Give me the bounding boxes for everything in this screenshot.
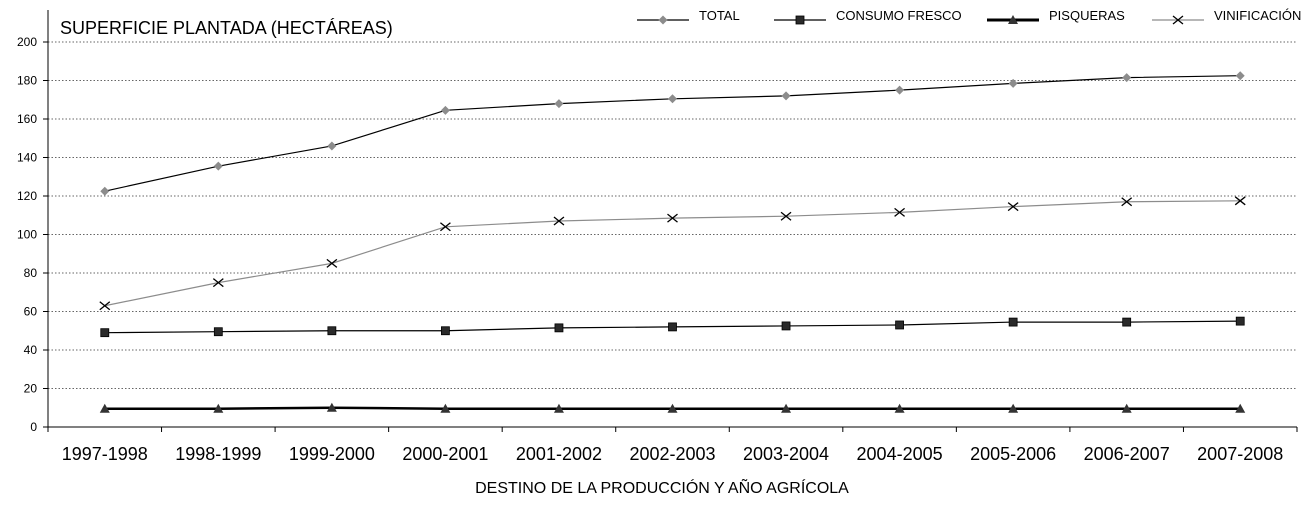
- data-point-vinificacion: [894, 207, 905, 217]
- x-tick-label: 2002-2003: [629, 444, 715, 464]
- series-group: [99, 71, 1246, 413]
- x-tick-label: 2004-2005: [857, 444, 943, 464]
- data-point-consumo-fresco: [1122, 317, 1132, 327]
- y-tick-label: 100: [17, 228, 37, 242]
- data-point-pisqueras: [1008, 403, 1019, 413]
- data-point-pisqueras: [1121, 403, 1132, 413]
- y-tick-label: 200: [17, 35, 37, 49]
- y-tick-label: 60: [24, 305, 38, 319]
- data-point-vinificacion: [1234, 196, 1246, 206]
- x-tick-label: 1998-1999: [175, 444, 261, 464]
- data-point-total: [100, 186, 110, 196]
- data-point-vinificacion: [1007, 202, 1019, 212]
- data-point-vinificacion: [1121, 197, 1133, 207]
- axes: [47, 10, 1297, 428]
- legend-item-consumo-fresco: CONSUMO FRESCO: [774, 8, 962, 25]
- data-point-total: [781, 91, 791, 101]
- data-point-vinificacion: [440, 222, 451, 232]
- series-line-vinificacion: [104, 200, 1241, 307]
- x-tick-label: 2003-2004: [743, 444, 829, 464]
- data-point-total: [1122, 73, 1132, 83]
- y-tick-label: 120: [17, 189, 37, 203]
- data-point-pisqueras: [781, 403, 792, 413]
- data-point-vinificacion: [553, 216, 565, 226]
- data-point-vinificacion: [780, 211, 792, 221]
- data-point-total: [440, 105, 450, 115]
- x-tick-label: 2000-2001: [402, 444, 488, 464]
- y-axis-ticks: 0 20 40 60 80 100 120 140 160 180 200: [17, 35, 48, 434]
- x-axis-ticks: 1997-1998 1998-1999 1999-2000 2000-2001 2001…: [47, 427, 1298, 464]
- legend-marker: [658, 15, 668, 25]
- legend-marker: [1008, 15, 1018, 24]
- data-point-vinificacion: [326, 258, 338, 268]
- data-point-total: [327, 141, 337, 151]
- series-consumo-fresco: [100, 316, 1245, 338]
- legend-item-pisqueras: PISQUERAS: [987, 8, 1125, 24]
- series-line-total: [104, 75, 1241, 192]
- legend-label: VINIFICACIÓN: [1214, 8, 1301, 23]
- data-point-consumo-fresco: [554, 323, 564, 333]
- y-tick-label: 180: [17, 74, 37, 88]
- x-tick-label: 1999-2000: [289, 444, 375, 464]
- data-point-pisqueras: [1235, 403, 1246, 413]
- data-point-pisqueras: [553, 403, 564, 413]
- legend: TOTAL CONSUMO FRESCO PISQUERAS VINIFICACIÓN: [637, 8, 1301, 25]
- data-point-vinificacion: [212, 278, 224, 288]
- legend-item-total: TOTAL: [637, 8, 740, 25]
- data-point-pisqueras: [213, 403, 224, 413]
- data-point-consumo-fresco: [1008, 317, 1018, 327]
- data-point-consumo-fresco: [441, 326, 450, 336]
- series-vinificacion: [99, 196, 1246, 311]
- y-tick-label: 160: [17, 112, 37, 126]
- data-point-vinificacion: [99, 301, 111, 311]
- gridlines: [48, 41, 1297, 389]
- x-tick-label: 2006-2007: [1084, 444, 1170, 464]
- series-pisqueras: [99, 402, 1246, 413]
- legend-label: PISQUERAS: [1049, 8, 1125, 23]
- data-point-pisqueras: [440, 403, 451, 413]
- data-point-total: [554, 99, 564, 109]
- data-point-pisqueras: [667, 403, 678, 413]
- data-point-vinificacion: [667, 213, 678, 223]
- y-tick-label: 20: [24, 382, 38, 396]
- y-tick-label: 80: [24, 266, 38, 280]
- data-point-consumo-fresco: [668, 322, 677, 332]
- x-tick-label: 2005-2006: [970, 444, 1056, 464]
- y-tick-label: 140: [17, 151, 37, 165]
- legend-label: CONSUMO FRESCO: [836, 8, 962, 23]
- y-tick-label: 40: [24, 343, 38, 357]
- data-point-consumo-fresco: [327, 326, 337, 336]
- data-point-consumo-fresco: [781, 321, 791, 331]
- data-point-total: [1008, 78, 1018, 88]
- legend-item-vinificacion: VINIFICACIÓN: [1152, 8, 1301, 25]
- x-axis-title: DESTINO DE LA PRODUCCIÓN Y AÑO AGRÍCOLA: [475, 477, 849, 497]
- series-total: [100, 71, 1245, 196]
- legend-marker: [795, 15, 805, 25]
- data-point-pisqueras: [99, 403, 110, 413]
- x-tick-label: 2001-2002: [516, 444, 602, 464]
- data-point-total: [895, 85, 905, 95]
- legend-marker: [1172, 15, 1184, 25]
- y-tick-label: 0: [30, 420, 37, 434]
- x-tick-label: 1997-1998: [62, 444, 148, 464]
- data-point-total: [1235, 71, 1245, 81]
- data-point-consumo-fresco: [1235, 316, 1245, 326]
- data-point-consumo-fresco: [100, 328, 110, 338]
- legend-label: TOTAL: [699, 8, 740, 23]
- data-point-consumo-fresco: [213, 327, 223, 337]
- data-point-pisqueras: [326, 402, 337, 412]
- data-point-pisqueras: [894, 403, 905, 413]
- data-point-consumo-fresco: [895, 320, 904, 330]
- data-point-total: [668, 94, 677, 104]
- data-point-total: [213, 161, 223, 171]
- chart-title: SUPERFICIE PLANTADA (HECTÁREAS): [60, 18, 393, 38]
- x-tick-label: 2007-2008: [1197, 444, 1283, 464]
